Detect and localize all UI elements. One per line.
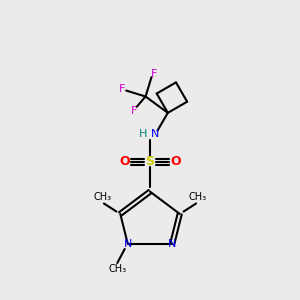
Text: N: N: [168, 238, 176, 249]
Text: N: N: [151, 129, 160, 139]
Text: O: O: [170, 155, 181, 168]
Text: N: N: [124, 238, 132, 249]
Text: F: F: [151, 69, 157, 79]
Text: CH₃: CH₃: [188, 192, 207, 202]
Text: F: F: [130, 106, 137, 116]
Text: H: H: [139, 129, 148, 139]
Text: F: F: [118, 84, 125, 94]
Text: CH₃: CH₃: [108, 264, 126, 274]
Text: CH₃: CH₃: [93, 192, 112, 202]
Text: S: S: [146, 155, 154, 168]
Text: O: O: [119, 155, 130, 168]
